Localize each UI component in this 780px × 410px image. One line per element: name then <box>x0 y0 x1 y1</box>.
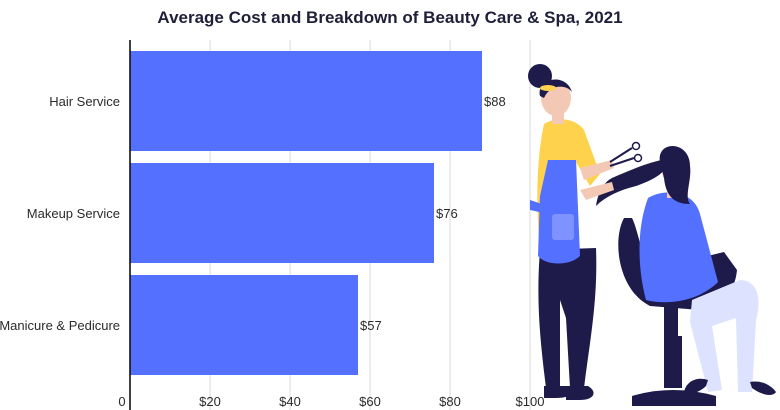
bar <box>130 51 482 151</box>
labels: Hair Service $88 Makeup Service $76 Manicure… <box>0 94 544 409</box>
value-label: $57 <box>360 318 382 333</box>
x-tick-label: $40 <box>279 394 301 409</box>
stylist-figure <box>528 64 643 400</box>
x-tick-label: $20 <box>199 394 221 409</box>
bar <box>130 275 358 375</box>
category-label: Manicure & Pedicure <box>0 318 120 333</box>
x-tick-label: $60 <box>359 394 381 409</box>
x-tick-label: $100 <box>516 394 545 409</box>
category-label: Makeup Service <box>27 206 120 221</box>
hair-salon-illustration <box>528 64 776 406</box>
value-label: $88 <box>484 94 506 109</box>
chart-title: Average Cost and Breakdown of Beauty Car… <box>157 8 622 27</box>
x-tick-label: 0 <box>118 394 125 409</box>
client-figure <box>596 145 776 395</box>
bars <box>130 51 482 375</box>
x-tick-label: $80 <box>439 394 461 409</box>
category-label: Hair Service <box>49 94 120 109</box>
scissors-icon <box>609 141 643 167</box>
value-label: $76 <box>436 206 458 221</box>
bar <box>130 163 434 263</box>
